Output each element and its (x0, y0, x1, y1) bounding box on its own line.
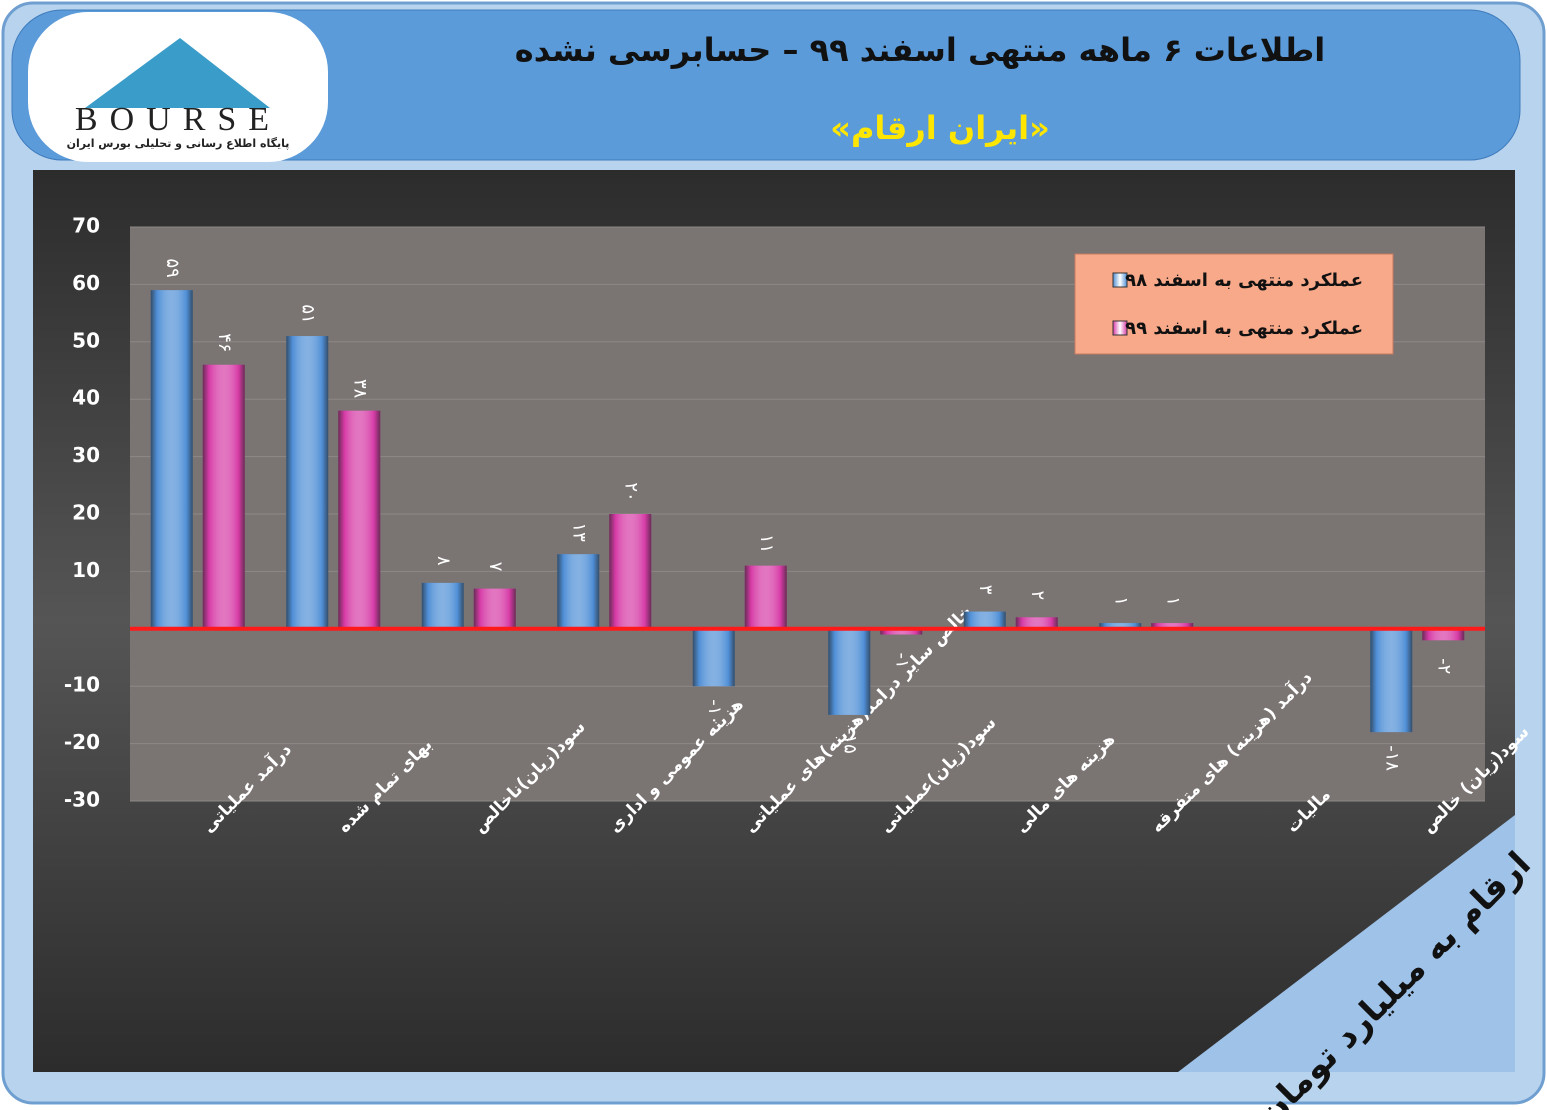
bar-shade (880, 628, 923, 635)
bar-shade (1422, 628, 1465, 641)
y-tick-label: -20 (64, 730, 100, 754)
corner-note-bg (1178, 815, 1515, 1072)
bar-shade (286, 336, 329, 629)
value-label: -۱ (891, 652, 912, 668)
value-label: ۳۸ (349, 379, 370, 399)
y-tick-label: 10 (72, 558, 100, 582)
bar-shade (150, 290, 193, 629)
value-label: ۲ (1027, 590, 1048, 600)
bar-shade (828, 628, 871, 715)
logo-text: BOURSE (75, 101, 281, 138)
legend-entry: عملکرد منتهی به اسفند ۹۹ (1125, 318, 1363, 339)
logo-caption: پایگاه اطلاع رسانی و تحلیلی بورس ایران (67, 137, 290, 150)
value-label: ۱ (1110, 596, 1131, 606)
value-label: -۱۵ (839, 728, 860, 754)
y-tick-label: 40 (72, 386, 100, 410)
y-tick-label: 60 (72, 271, 100, 295)
bar-shade (1151, 623, 1194, 629)
bar-shade (609, 514, 652, 629)
y-tick-label: 70 (72, 214, 100, 238)
value-label: -۱۰ (704, 699, 725, 725)
chart-subtitle: «ایران ارقام» (830, 109, 1049, 147)
bar-shade (1370, 628, 1413, 733)
y-tick-label: 50 (72, 328, 100, 352)
value-label: -۱۸ (1381, 745, 1402, 771)
bar-shade (692, 628, 735, 687)
logo-mark (85, 38, 270, 108)
legend-box (1074, 253, 1394, 355)
legend-entry: عملکرد منتهی به اسفند ۹۸ (1125, 270, 1363, 291)
value-label: ۱۱ (756, 534, 777, 553)
value-label: ۵۱ (297, 304, 318, 323)
bar-shade (421, 582, 464, 629)
bar-shade (1099, 623, 1142, 629)
legend-swatch (1112, 320, 1128, 336)
bar-shade (202, 364, 245, 629)
y-tick-label: -10 (64, 673, 100, 697)
bar-shade (473, 588, 516, 629)
value-label: ۴۶ (214, 333, 235, 352)
bar-shade (557, 554, 600, 629)
value-label: ۳ (975, 585, 996, 595)
value-label: -۲ (1433, 658, 1454, 674)
value-label: ۸ (433, 556, 454, 566)
y-tick-label: 20 (72, 501, 100, 525)
bar-shade (744, 565, 787, 629)
value-label: ۱ (1162, 596, 1183, 606)
value-label: ۷ (485, 562, 506, 572)
value-label: ۲۰ (620, 482, 641, 501)
bar-shade (338, 410, 381, 629)
header-band (11, 9, 1521, 161)
legend-swatch (1112, 272, 1128, 288)
y-tick-label: -30 (64, 788, 100, 812)
bar-shade (1015, 617, 1058, 629)
bar-shade (963, 611, 1006, 629)
value-label: ۱۳ (568, 523, 589, 543)
chart-title: اطلاعات ۶ ماهه منتهی اسفند ۹۹ – حسابرسی … (515, 31, 1325, 69)
value-label: ۵۹ (162, 258, 183, 277)
y-tick-label: 30 (72, 443, 100, 467)
